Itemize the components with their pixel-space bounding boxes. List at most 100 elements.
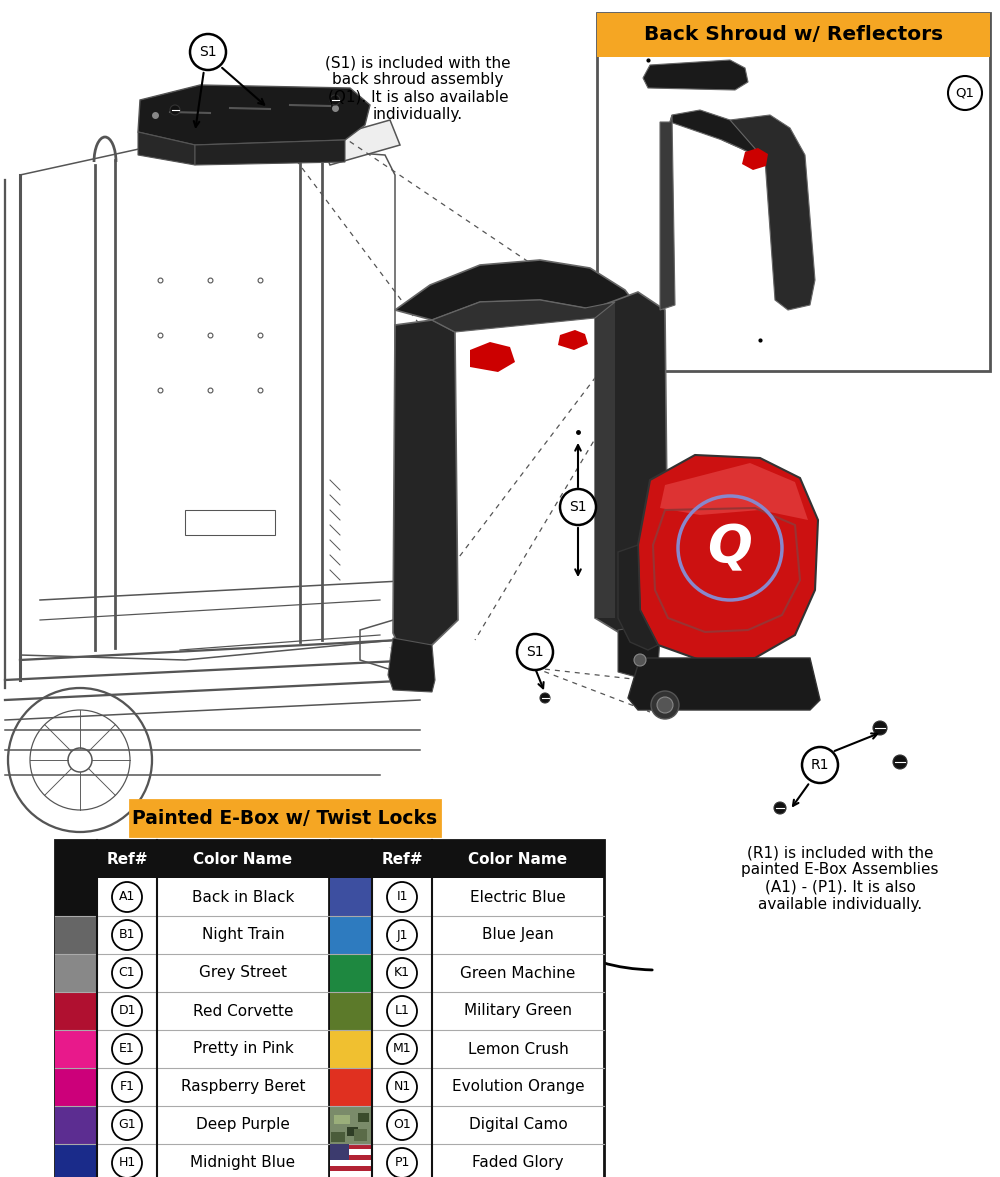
FancyBboxPatch shape xyxy=(330,992,372,1030)
Circle shape xyxy=(387,1035,417,1064)
FancyBboxPatch shape xyxy=(55,840,329,1177)
FancyBboxPatch shape xyxy=(55,1030,97,1068)
Polygon shape xyxy=(722,115,815,310)
Circle shape xyxy=(387,1072,417,1102)
Text: M1: M1 xyxy=(393,1043,411,1056)
Text: N1: N1 xyxy=(393,1080,411,1093)
Text: Q: Q xyxy=(708,523,752,574)
Text: (S1) is included with the
back shroud assembly
(Q1). It is also available
indivi: (S1) is included with the back shroud as… xyxy=(325,55,511,122)
FancyBboxPatch shape xyxy=(330,1150,372,1155)
Text: D1: D1 xyxy=(118,1004,136,1017)
Text: K1: K1 xyxy=(394,966,410,979)
Circle shape xyxy=(112,1148,142,1177)
FancyBboxPatch shape xyxy=(55,916,97,955)
Text: Digital Camo: Digital Camo xyxy=(469,1117,567,1132)
Text: Ref#: Ref# xyxy=(381,851,423,866)
FancyBboxPatch shape xyxy=(330,1144,349,1161)
Text: Faded Glory: Faded Glory xyxy=(472,1156,564,1170)
Text: R1: R1 xyxy=(811,758,829,772)
Circle shape xyxy=(330,95,340,105)
Text: L1: L1 xyxy=(395,1004,409,1017)
FancyBboxPatch shape xyxy=(331,1132,345,1142)
Polygon shape xyxy=(638,455,818,660)
Text: Grey Street: Grey Street xyxy=(199,965,287,980)
Polygon shape xyxy=(660,463,808,520)
Text: E1: E1 xyxy=(119,1043,135,1056)
Text: Electric Blue: Electric Blue xyxy=(470,890,566,904)
FancyBboxPatch shape xyxy=(330,1030,372,1068)
FancyBboxPatch shape xyxy=(330,840,604,1177)
Circle shape xyxy=(802,747,838,783)
Text: Evolution Orange: Evolution Orange xyxy=(452,1079,584,1095)
Text: Back Shroud w/ Reflectors: Back Shroud w/ Reflectors xyxy=(644,26,943,45)
Polygon shape xyxy=(195,140,345,165)
FancyBboxPatch shape xyxy=(354,1129,367,1141)
FancyBboxPatch shape xyxy=(55,955,97,992)
Polygon shape xyxy=(395,260,640,325)
FancyBboxPatch shape xyxy=(55,992,97,1030)
Polygon shape xyxy=(618,545,658,650)
Polygon shape xyxy=(558,330,588,350)
FancyBboxPatch shape xyxy=(330,878,372,916)
Circle shape xyxy=(112,882,142,912)
FancyBboxPatch shape xyxy=(55,840,329,878)
Polygon shape xyxy=(643,60,748,89)
Text: J1: J1 xyxy=(396,929,408,942)
Circle shape xyxy=(170,105,180,115)
Circle shape xyxy=(387,882,417,912)
Circle shape xyxy=(873,722,887,734)
Text: Q1: Q1 xyxy=(956,86,974,100)
Polygon shape xyxy=(393,320,458,649)
FancyBboxPatch shape xyxy=(330,1155,372,1161)
Circle shape xyxy=(540,693,550,703)
FancyBboxPatch shape xyxy=(330,1144,372,1150)
FancyBboxPatch shape xyxy=(330,840,604,878)
FancyBboxPatch shape xyxy=(55,1144,97,1177)
Text: Ref#: Ref# xyxy=(106,851,148,866)
FancyBboxPatch shape xyxy=(597,13,990,56)
Text: A1: A1 xyxy=(119,891,135,904)
Circle shape xyxy=(112,958,142,988)
Polygon shape xyxy=(742,148,768,169)
FancyArrowPatch shape xyxy=(506,867,652,970)
Polygon shape xyxy=(595,292,668,632)
Text: C1: C1 xyxy=(119,966,135,979)
Text: Raspberry Beret: Raspberry Beret xyxy=(181,1079,305,1095)
FancyBboxPatch shape xyxy=(330,916,372,955)
FancyBboxPatch shape xyxy=(334,1115,350,1124)
FancyBboxPatch shape xyxy=(330,1165,372,1171)
Circle shape xyxy=(387,996,417,1026)
FancyBboxPatch shape xyxy=(130,800,440,836)
Text: H1: H1 xyxy=(118,1157,136,1170)
Polygon shape xyxy=(320,120,400,165)
Text: Color Name: Color Name xyxy=(468,851,568,866)
FancyBboxPatch shape xyxy=(597,13,990,371)
Circle shape xyxy=(190,34,226,69)
Text: Painted E-Box w/ Twist Locks: Painted E-Box w/ Twist Locks xyxy=(132,809,438,827)
Text: Night Train: Night Train xyxy=(202,927,284,943)
Polygon shape xyxy=(138,132,195,165)
Circle shape xyxy=(387,1148,417,1177)
FancyBboxPatch shape xyxy=(330,955,372,992)
Polygon shape xyxy=(432,300,615,332)
Circle shape xyxy=(112,996,142,1026)
Text: Back in Black: Back in Black xyxy=(192,890,294,904)
Text: B1: B1 xyxy=(119,929,135,942)
Circle shape xyxy=(112,1072,142,1102)
Circle shape xyxy=(387,920,417,950)
FancyBboxPatch shape xyxy=(358,1113,369,1122)
Polygon shape xyxy=(388,638,435,692)
Polygon shape xyxy=(660,115,675,310)
Circle shape xyxy=(112,920,142,950)
Text: Pretty in Pink: Pretty in Pink xyxy=(193,1042,293,1057)
Text: S1: S1 xyxy=(199,45,217,59)
Text: Midnight Blue: Midnight Blue xyxy=(190,1156,296,1170)
Text: Lemon Crush: Lemon Crush xyxy=(468,1042,568,1057)
Circle shape xyxy=(651,691,679,719)
Polygon shape xyxy=(470,343,515,372)
Text: Blue Jean: Blue Jean xyxy=(482,927,554,943)
Circle shape xyxy=(948,77,982,109)
Circle shape xyxy=(774,802,786,814)
Text: Red Corvette: Red Corvette xyxy=(193,1004,293,1018)
Polygon shape xyxy=(670,109,765,160)
